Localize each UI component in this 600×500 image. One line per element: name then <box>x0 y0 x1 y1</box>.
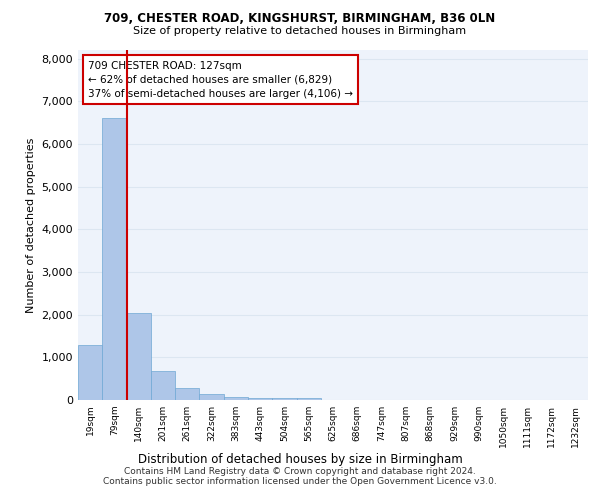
Text: 709 CHESTER ROAD: 127sqm
← 62% of detached houses are smaller (6,829)
37% of sem: 709 CHESTER ROAD: 127sqm ← 62% of detach… <box>88 60 353 98</box>
Bar <box>248 398 272 400</box>
Bar <box>102 118 127 400</box>
Text: Contains HM Land Registry data © Crown copyright and database right 2024.: Contains HM Land Registry data © Crown c… <box>124 467 476 476</box>
Bar <box>224 396 248 400</box>
Bar <box>296 398 321 400</box>
Text: 709, CHESTER ROAD, KINGSHURST, BIRMINGHAM, B36 0LN: 709, CHESTER ROAD, KINGSHURST, BIRMINGHA… <box>104 12 496 26</box>
Bar <box>127 312 151 400</box>
Bar <box>272 398 296 400</box>
Bar <box>199 394 224 400</box>
Bar <box>78 344 102 400</box>
Bar <box>175 388 199 400</box>
Text: Distribution of detached houses by size in Birmingham: Distribution of detached houses by size … <box>137 453 463 466</box>
Text: Contains public sector information licensed under the Open Government Licence v3: Contains public sector information licen… <box>103 477 497 486</box>
Text: Size of property relative to detached houses in Birmingham: Size of property relative to detached ho… <box>133 26 467 36</box>
Bar <box>151 371 175 400</box>
Y-axis label: Number of detached properties: Number of detached properties <box>26 138 36 312</box>
